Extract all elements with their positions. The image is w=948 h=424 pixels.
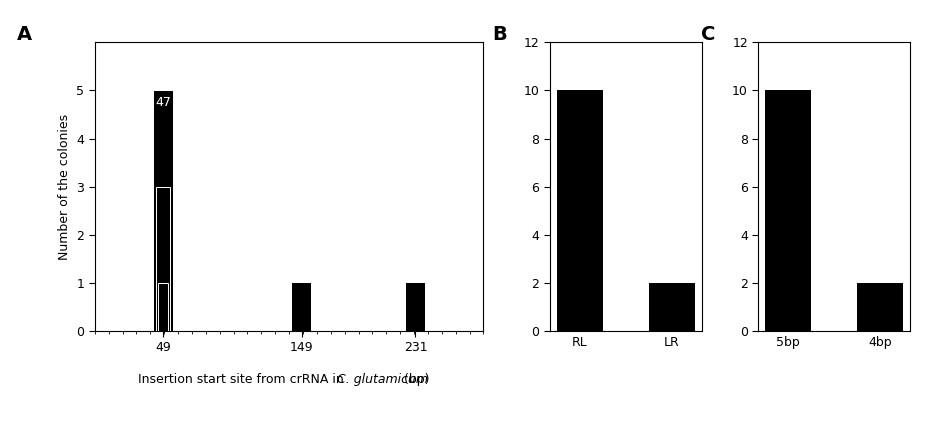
Bar — [155, 187, 170, 331]
Text: C. glutamicum: C. glutamicum — [337, 373, 428, 386]
Text: Insertion start site from crRNA in: Insertion start site from crRNA in — [138, 373, 348, 386]
Text: C: C — [701, 25, 715, 44]
Bar — [648, 283, 695, 331]
Bar — [158, 283, 168, 331]
Text: A: A — [17, 25, 32, 44]
Bar — [406, 283, 425, 331]
Text: (bp): (bp) — [400, 373, 429, 386]
Text: 47: 47 — [155, 96, 171, 109]
Bar — [765, 90, 811, 331]
Bar — [292, 283, 311, 331]
Bar — [556, 90, 603, 331]
Bar — [153, 90, 173, 331]
Y-axis label: Number of the colonies: Number of the colonies — [58, 114, 71, 259]
Bar — [857, 283, 903, 331]
Text: B: B — [492, 25, 507, 44]
